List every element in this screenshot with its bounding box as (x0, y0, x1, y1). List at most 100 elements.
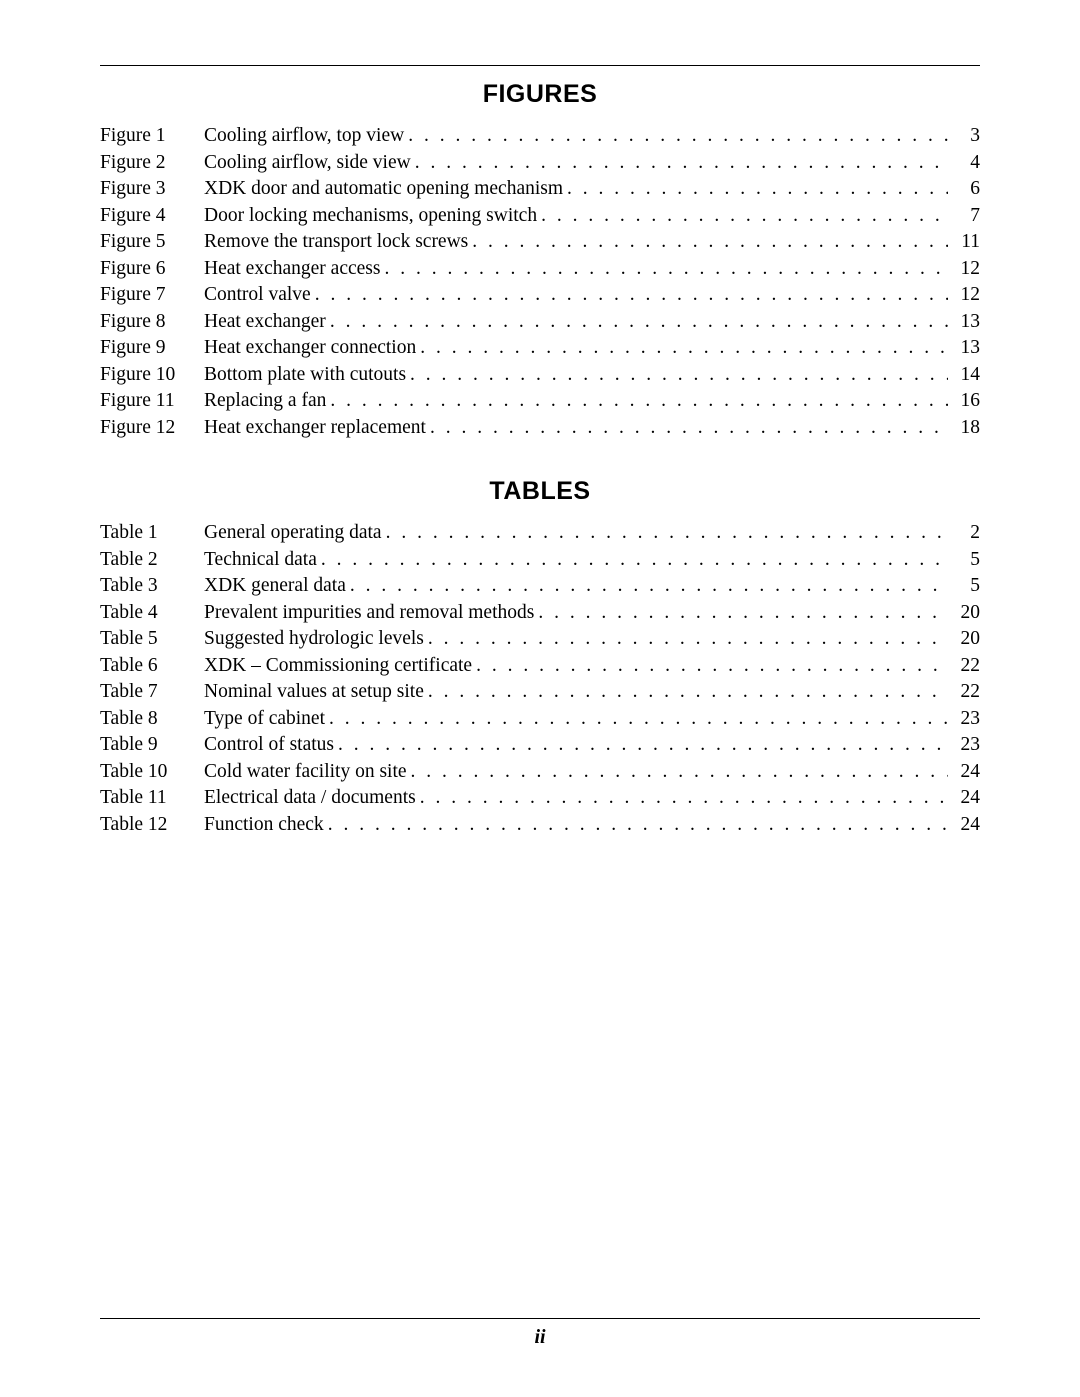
toc-entry-page: 22 (952, 679, 980, 706)
toc-leader-dots (315, 282, 948, 309)
toc-row: Table 2Technical data 5 (100, 547, 980, 574)
toc-row: Figure 2Cooling airflow, side view 4 (100, 150, 980, 177)
toc-entry-page: 24 (952, 759, 980, 786)
toc-row: Figure 1Cooling airflow, top view 3 (100, 123, 980, 150)
toc-row: Figure 5Remove the transport lock screws… (100, 229, 980, 256)
toc-entry-page: 13 (952, 335, 980, 362)
toc-leader-dots (430, 415, 948, 442)
toc-entry-page: 20 (952, 626, 980, 653)
toc-row: Table 6XDK – Commissioning certificate 2… (100, 653, 980, 680)
toc-leader-dots (410, 362, 948, 389)
toc-row: Table 3XDK general data 5 (100, 573, 980, 600)
toc-entry-page: 3 (952, 123, 980, 150)
toc-entry-title: Bottom plate with cutouts (204, 362, 406, 389)
toc-entry-page: 11 (952, 229, 980, 256)
toc-entry-label: Figure 4 (100, 203, 204, 230)
toc-entry-page: 18 (952, 415, 980, 442)
toc-entry-title: Door locking mechanisms, opening switch (204, 203, 537, 230)
toc-leader-dots (420, 335, 948, 362)
toc-entry-label: Figure 8 (100, 309, 204, 336)
toc-entry-label: Table 8 (100, 706, 204, 733)
toc-entry-label: Table 12 (100, 812, 204, 839)
toc-leader-dots (350, 573, 948, 600)
toc-entry-label: Table 10 (100, 759, 204, 786)
toc-entry-page: 13 (952, 309, 980, 336)
toc-entry-page: 5 (952, 547, 980, 574)
toc-entry-label: Table 7 (100, 679, 204, 706)
toc-row: Figure 8Heat exchanger 13 (100, 309, 980, 336)
toc-row: Table 11Electrical data / documents 24 (100, 785, 980, 812)
toc-sections: FIGURESFigure 1Cooling airflow, top view… (100, 80, 980, 838)
toc-leader-dots (428, 679, 948, 706)
toc-entry-label: Table 3 (100, 573, 204, 600)
toc-entry-title: Control of status (204, 732, 334, 759)
toc-leader-dots (328, 812, 948, 839)
page-number: ii (0, 1326, 1080, 1349)
toc-leader-dots (384, 256, 948, 283)
toc-leader-dots (428, 626, 948, 653)
toc-leader-dots (472, 229, 948, 256)
toc-leader-dots (415, 150, 948, 177)
toc-entry-label: Figure 10 (100, 362, 204, 389)
toc-leader-dots (386, 520, 948, 547)
toc-leader-dots (321, 547, 948, 574)
toc-leader-dots (538, 600, 948, 627)
toc-entry-title: Cooling airflow, side view (204, 150, 411, 177)
toc-leader-dots (420, 785, 948, 812)
toc-row: Table 9Control of status 23 (100, 732, 980, 759)
toc-leader-dots (330, 388, 948, 415)
toc-entry-title: General operating data (204, 520, 382, 547)
toc-entry-page: 4 (952, 150, 980, 177)
bottom-rule (100, 1318, 980, 1319)
toc-entry-label: Figure 9 (100, 335, 204, 362)
toc-leader-dots (338, 732, 948, 759)
toc-entry-page: 12 (952, 256, 980, 283)
toc-section: FIGURESFigure 1Cooling airflow, top view… (100, 80, 980, 441)
toc-row: Figure 4Door locking mechanisms, opening… (100, 203, 980, 230)
toc-entry-label: Figure 3 (100, 176, 204, 203)
toc-leader-dots (411, 759, 948, 786)
toc-entry-page: 16 (952, 388, 980, 415)
toc-row: Table 10Cold water facility on site 24 (100, 759, 980, 786)
toc-row: Figure 11Replacing a fan 16 (100, 388, 980, 415)
toc-entry-page: 23 (952, 732, 980, 759)
toc-leader-dots (476, 653, 948, 680)
toc-row: Table 8Type of cabinet 23 (100, 706, 980, 733)
toc-row: Table 4Prevalent impurities and removal … (100, 600, 980, 627)
toc-entry-page: 12 (952, 282, 980, 309)
toc-entry-title: Function check (204, 812, 324, 839)
toc-row: Figure 3XDK door and automatic opening m… (100, 176, 980, 203)
toc-entry-title: Cold water facility on site (204, 759, 407, 786)
toc-entry-label: Table 11 (100, 785, 204, 812)
toc-leader-dots (567, 176, 948, 203)
toc-entry-label: Figure 11 (100, 388, 204, 415)
toc-entry-page: 20 (952, 600, 980, 627)
toc-leader-dots (329, 706, 948, 733)
toc-entry-page: 14 (952, 362, 980, 389)
toc-entry-title: Type of cabinet (204, 706, 325, 733)
toc-entry-title: Heat exchanger access (204, 256, 380, 283)
toc-entry-label: Table 5 (100, 626, 204, 653)
toc-entry-page: 23 (952, 706, 980, 733)
toc-entry-page: 2 (952, 520, 980, 547)
toc-entry-title: Electrical data / documents (204, 785, 416, 812)
toc-entry-page: 6 (952, 176, 980, 203)
toc-entry-label: Table 6 (100, 653, 204, 680)
toc-row: Figure 9Heat exchanger connection 13 (100, 335, 980, 362)
toc-entry-page: 24 (952, 785, 980, 812)
toc-entry-title: XDK door and automatic opening mechanism (204, 176, 563, 203)
toc-row: Table 12Function check 24 (100, 812, 980, 839)
toc-entry-page: 7 (952, 203, 980, 230)
toc-row: Figure 10Bottom plate with cutouts 14 (100, 362, 980, 389)
toc-entry-label: Figure 1 (100, 123, 204, 150)
toc-entry-label: Figure 7 (100, 282, 204, 309)
toc-row: Table 7Nominal values at setup site 22 (100, 679, 980, 706)
toc-entry-title: Heat exchanger replacement (204, 415, 426, 442)
toc-leader-dots (330, 309, 948, 336)
toc-entry-title: Technical data (204, 547, 317, 574)
toc-entry-title: Heat exchanger (204, 309, 326, 336)
toc-entry-title: Remove the transport lock screws (204, 229, 468, 256)
toc-entry-title: Suggested hydrologic levels (204, 626, 424, 653)
toc-entry-title: XDK – Commissioning certificate (204, 653, 472, 680)
toc-entry-title: Prevalent impurities and removal methods (204, 600, 534, 627)
